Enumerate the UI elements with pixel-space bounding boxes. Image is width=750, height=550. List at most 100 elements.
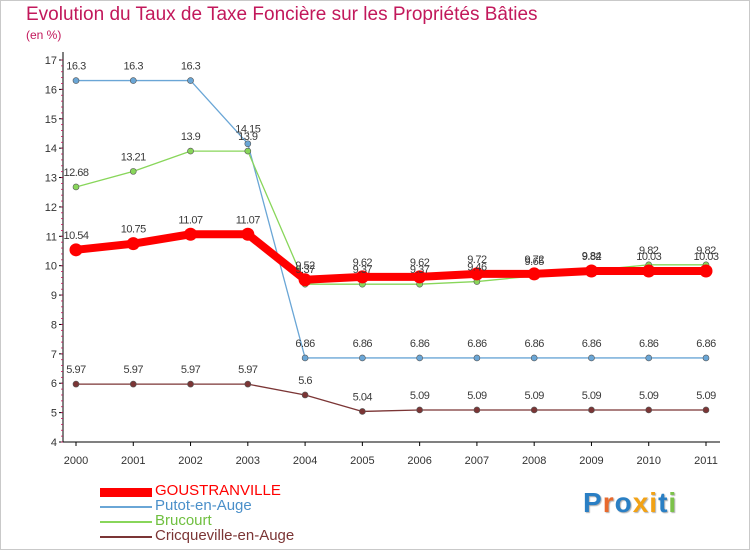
series-line-cricqueville-en-auge (76, 383, 706, 413)
point-goustranville-2010 (642, 264, 656, 278)
point-goustranville-2009 (584, 264, 598, 278)
label-putot-en-auge-2004: 6.86 (295, 338, 315, 350)
y-tick-label-16: 16 (45, 84, 57, 96)
label-cricqueville-en-auge-2001: 5.97 (124, 364, 144, 376)
point-cricqueville-en-auge-2005 (359, 408, 366, 415)
label-brucourt-2000: 12.68 (63, 167, 88, 179)
label-putot-en-auge-2001: 16.3 (124, 61, 144, 73)
legend-label-goustranville: GOUSTRANVILLE (155, 482, 281, 499)
legend-swatch-goustranville (100, 488, 152, 497)
label-putot-en-auge-2008: 6.86 (524, 338, 544, 350)
x-tick-label-2003: 2003 (236, 455, 260, 467)
label-cricqueville-en-auge-2006: 5.09 (410, 390, 430, 402)
point-putot-en-auge-2003 (244, 140, 252, 148)
point-putot-en-auge-2006 (416, 354, 423, 362)
x-tick-label-2004: 2004 (293, 455, 317, 467)
label-putot-en-auge-2003: 14.15 (235, 124, 260, 136)
label-goustranville-2002: 11.07 (178, 214, 203, 226)
y-tick-label-12: 12 (45, 202, 57, 214)
logo-letter: i (649, 487, 659, 518)
label-cricqueville-en-auge-2004: 5.6 (298, 375, 312, 387)
point-putot-en-auge-2011 (702, 354, 710, 362)
label-putot-en-auge-2000: 16.3 (66, 61, 86, 73)
label-goustranville-2007: 9.72 (467, 254, 487, 266)
series-line-goustranville (75, 230, 706, 284)
legend-label-cricqueville-en-auge: Cricqueville-en-Auge (155, 527, 295, 544)
y-tick-label-5: 5 (51, 408, 57, 420)
label-cricqueville-en-auge-2010: 5.09 (639, 390, 659, 402)
point-putot-en-auge-2002 (187, 77, 194, 84)
y-tick-label-8: 8 (51, 319, 57, 331)
y-tick-label-9: 9 (51, 290, 57, 302)
logo-letter: x (632, 487, 650, 518)
label-putot-en-auge-2005: 6.86 (353, 338, 373, 350)
label-cricqueville-en-auge-2002: 5.97 (181, 364, 201, 376)
label-brucourt-2006: 9.37 (410, 264, 430, 276)
legend-swatch-brucourt (100, 521, 152, 523)
logo-letter: t (658, 487, 669, 518)
logo-letter: P (583, 487, 603, 518)
y-tick-label-17: 17 (45, 55, 57, 67)
label-brucourt-2010: 9.82 (639, 245, 659, 257)
point-goustranville-2005 (355, 270, 369, 284)
line-chart: 4 5 6 7 8 9 10 11 12 13 14 15 16 17 2000 2001 2002 2003 20… (45, 52, 720, 467)
point-goustranville-2006 (413, 270, 427, 284)
label-brucourt-2011: 9.82 (696, 245, 716, 257)
label-cricqueville-en-auge-2005: 5.04 (353, 391, 373, 403)
logo-letter: i (668, 487, 678, 518)
label-brucourt-2004: 9.37 (295, 264, 315, 276)
proxiti-logo: Proxiti (583, 487, 677, 519)
label-goustranville-2009: 9.82 (582, 251, 602, 263)
label-cricqueville-en-auge-2007: 5.09 (467, 390, 487, 402)
point-putot-en-auge-2008 (530, 354, 538, 362)
point-cricqueville-en-auge-2003 (244, 380, 252, 388)
label-cricqueville-en-auge-2008: 5.09 (524, 390, 544, 402)
label-putot-en-auge-2010: 6.86 (639, 338, 659, 350)
legend-label-brucourt: Brucourt (155, 512, 212, 529)
point-goustranville-2011 (699, 264, 713, 278)
y-tick-label-15: 15 (45, 114, 57, 126)
point-brucourt-2003 (244, 147, 252, 155)
x-tick-label-2008: 2008 (522, 455, 546, 467)
label-goustranville-2010: 10.03 (636, 251, 661, 263)
point-cricqueville-en-auge-2000 (72, 380, 80, 388)
legend-item-putot-en-auge: Putot-en-Auge (100, 497, 360, 515)
label-putot-en-auge-2011: 6.86 (696, 338, 716, 350)
y-tick-label-10: 10 (45, 261, 57, 273)
y-tick-label-4: 4 (51, 437, 57, 449)
label-brucourt-2005: 9.37 (353, 264, 373, 276)
label-putot-en-auge-2002: 16.3 (181, 61, 201, 73)
chart-title: Evolution du Taux de Taxe Foncière sur l… (26, 4, 538, 25)
y-tick-label-13: 13 (45, 173, 57, 185)
logo-letter: o (614, 487, 633, 518)
point-putot-en-auge-2005 (359, 354, 366, 362)
point-goustranville-2004 (298, 273, 312, 287)
series-line-putot-en-auge (76, 79, 706, 359)
legend-item-brucourt: Brucourt (100, 512, 360, 530)
point-goustranville-2001 (126, 237, 140, 251)
label-goustranville-2005: 9.62 (353, 257, 373, 269)
label-goustranville-2003: 11.07 (236, 214, 261, 226)
point-cricqueville-en-auge-2011 (702, 406, 710, 414)
x-tick-label-2000: 2000 (64, 455, 88, 467)
point-brucourt-2001 (129, 168, 137, 175)
label-cricqueville-en-auge-2011: 5.09 (696, 390, 716, 402)
series-line-brucourt (75, 150, 706, 285)
point-goustranville-2008 (527, 267, 541, 281)
point-cricqueville-en-auge-2007 (473, 406, 481, 414)
point-cricqueville-en-auge-2006 (416, 406, 423, 414)
legend-swatch-putot-en-auge (100, 506, 152, 508)
legend-swatch-cricqueville-en-auge (100, 536, 152, 538)
series-group (69, 77, 713, 415)
point-goustranville-2000 (69, 243, 83, 257)
x-tick-label-2009: 2009 (579, 455, 603, 467)
x-tick-label-2001: 2001 (121, 455, 145, 467)
point-putot-en-auge-2007 (473, 354, 481, 362)
series-goustranville (69, 227, 713, 287)
series-putot-en-auge (72, 77, 710, 362)
label-goustranville-2006: 9.62 (410, 257, 430, 269)
point-putot-en-auge-2009 (588, 354, 595, 362)
label-brucourt-2007: 9.46 (467, 262, 487, 274)
series-brucourt (72, 147, 710, 288)
point-putot-en-auge-2001 (129, 77, 137, 84)
